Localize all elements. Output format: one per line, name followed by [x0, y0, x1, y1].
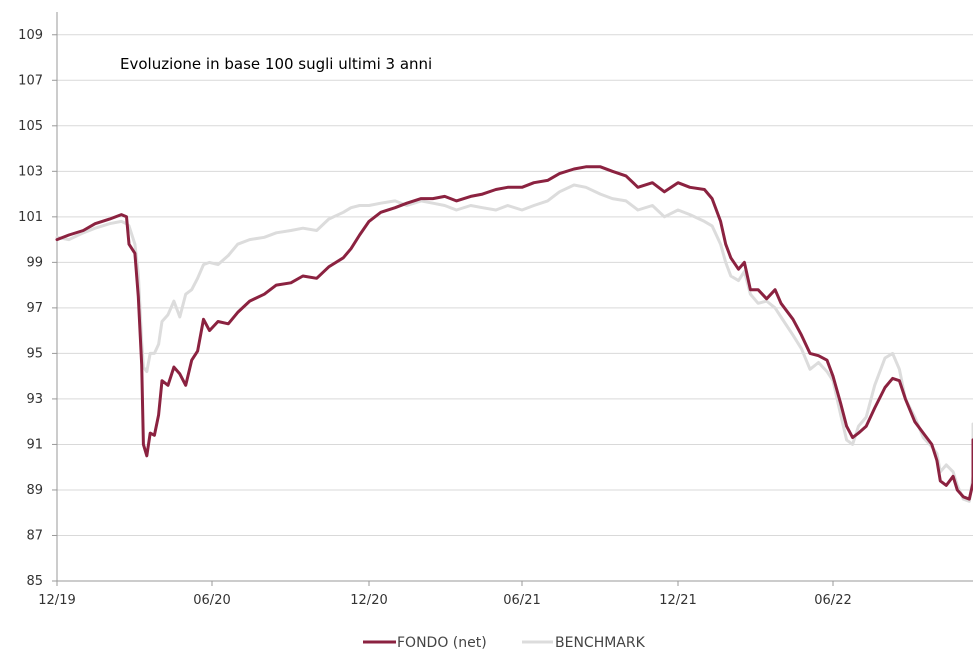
y-tick-label: 87 — [26, 528, 43, 543]
y-tick-label: 99 — [26, 255, 43, 270]
series-line-benchmark — [55, 183, 973, 503]
series-line-fondo — [55, 165, 973, 501]
y-tick-label: 105 — [18, 119, 43, 134]
x-tick-label: 12/20 — [350, 593, 387, 608]
x-tick-label: 06/21 — [503, 593, 540, 608]
y-tick-label: 95 — [26, 346, 43, 361]
y-tick-label: 109 — [18, 28, 43, 43]
y-tick-label: 101 — [18, 210, 43, 225]
y-axis-ticks: 85 87 89 91 93 95 97 99 101 103 105 107 109 — [18, 28, 57, 589]
x-tick-label: 06/22 — [814, 593, 851, 608]
chart-title: Evoluzione in base 100 sugli ultimi 3 an… — [120, 55, 432, 73]
x-tick-label: 06/20 — [193, 593, 230, 608]
y-tick-label: 85 — [26, 574, 43, 589]
y-tick-label: 107 — [18, 73, 43, 88]
series-lines — [55, 165, 973, 503]
y-tick-label: 97 — [26, 301, 43, 316]
legend: FONDO (net) BENCHMARK — [363, 635, 646, 649]
x-axis-ticks: 12/19 06/20 12/20 06/21 12/21 06/22 — [38, 581, 852, 608]
x-tick-label: 12/19 — [38, 593, 75, 608]
y-tick-label: 103 — [18, 164, 43, 179]
y-tick-label: 89 — [26, 483, 43, 498]
y-tick-label: 93 — [26, 392, 43, 407]
legend-label-fondo: FONDO (net) — [397, 635, 487, 649]
gridlines — [57, 34, 973, 536]
y-tick-label: 91 — [26, 437, 43, 452]
legend-label-benchmark: BENCHMARK — [555, 635, 646, 649]
x-tick-label: 12/21 — [659, 593, 696, 608]
